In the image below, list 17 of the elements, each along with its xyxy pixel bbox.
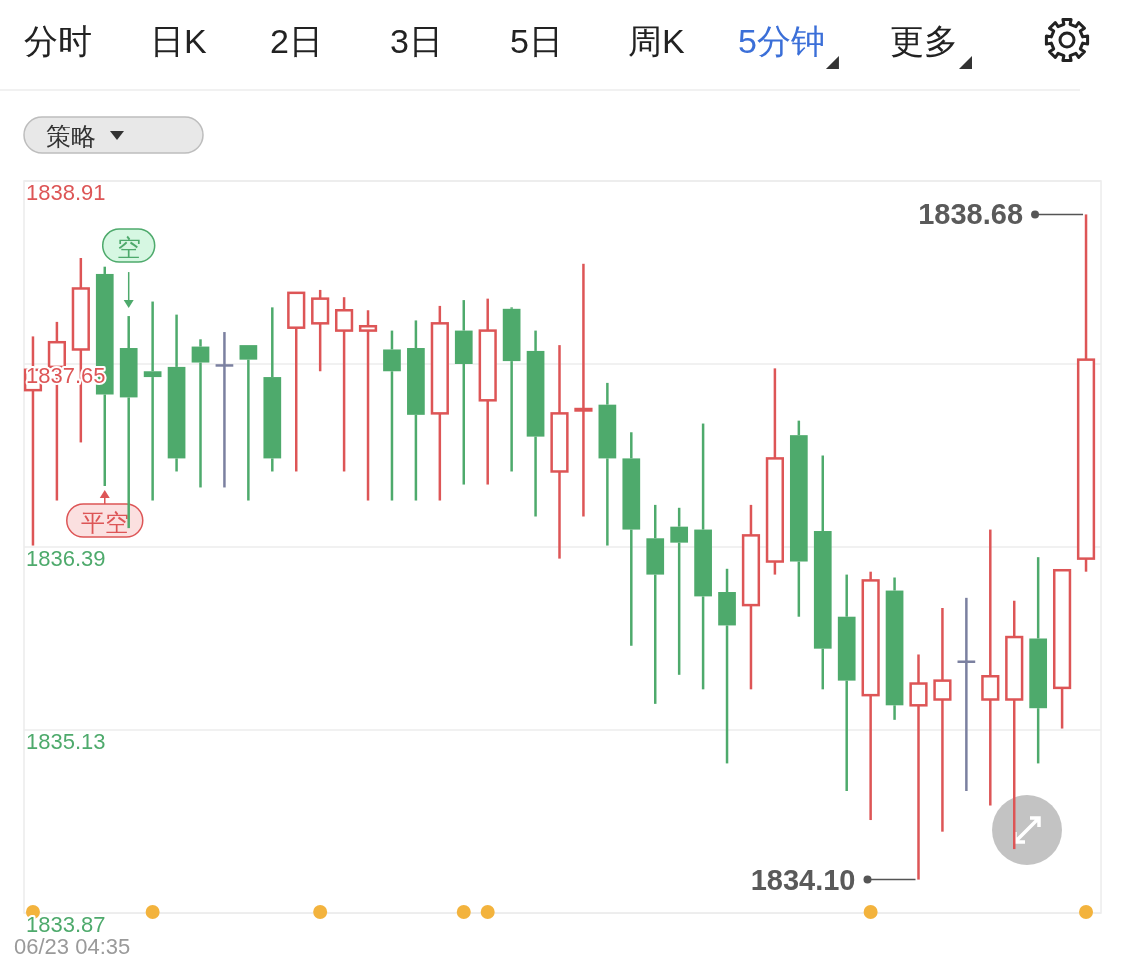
y-tick-label: 1836.39	[26, 546, 106, 571]
annotation: 1838.68	[918, 198, 1024, 231]
text: 策略	[46, 122, 96, 150]
text: 5分钟	[738, 22, 825, 60]
text: 周K	[628, 22, 685, 60]
text: 5日	[510, 22, 563, 60]
text: 分时	[24, 22, 92, 60]
annotation: 1834.10	[750, 863, 856, 896]
annotation: 空	[116, 234, 141, 262]
text: 2日	[270, 22, 323, 60]
y-tick-label: 1833.87	[26, 912, 106, 937]
text: 日K	[150, 22, 207, 60]
text: 06/23 04:35	[14, 934, 131, 959]
y-tick-label: 1835.13	[26, 729, 106, 754]
text: 3日	[390, 22, 443, 60]
text: 更多	[890, 22, 958, 60]
y-tick-label: 1838.91	[26, 180, 106, 205]
